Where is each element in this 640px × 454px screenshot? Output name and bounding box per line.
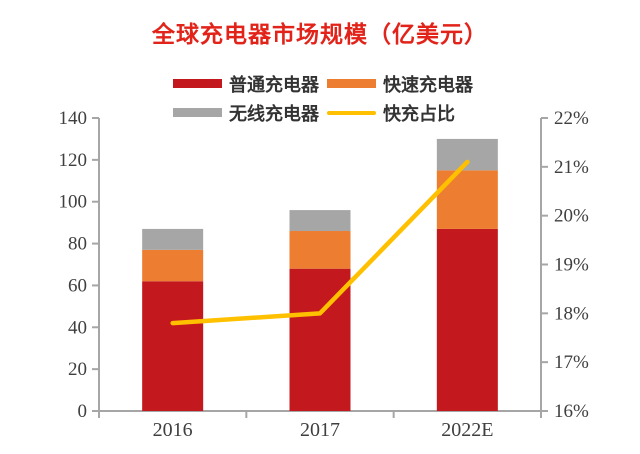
right-axis-tick-label: 17% — [554, 352, 589, 373]
x-axis-category-label-2022E: 2022E — [441, 419, 493, 441]
trend-line-fast-charge-share — [170, 159, 470, 326]
x-axis-category-label-2016: 2016 — [153, 419, 193, 441]
bar-2022E-ordinary-charger — [436, 228, 498, 411]
legend-item-fast-charger: 快速充电器 — [327, 69, 473, 98]
legend-label-wireless-charger: 无线充电器 — [229, 103, 319, 124]
left-axis-tick-label: 120 — [59, 150, 88, 171]
left-axis-tick-label: 80 — [68, 234, 87, 255]
x-axis-category-label-2017: 2017 — [300, 419, 340, 441]
left-axis-tick-label: 0 — [78, 401, 88, 422]
bar-2022E-wireless-charger — [436, 138, 498, 171]
right-axis-tick-label: 18% — [554, 303, 589, 324]
legend-item-ordinary-charger: 普通充电器 — [173, 69, 327, 98]
bar-2016-wireless-charger — [142, 228, 204, 250]
left-axis-tick-label: 100 — [59, 192, 88, 213]
right-axis-tick-label: 22% — [554, 108, 589, 129]
left-axis-tick-label: 40 — [68, 317, 87, 338]
right-axis-tick-label: 21% — [554, 157, 589, 178]
right-axis-tick-label: 19% — [554, 255, 589, 276]
bar-2017-fast-charger — [289, 231, 351, 269]
left-axis-tick-label: 140 — [59, 108, 88, 129]
left-axis-tick-label: 60 — [68, 275, 87, 296]
bar-2017-wireless-charger — [289, 210, 351, 232]
legend-label-fast-charger: 快速充电器 — [383, 74, 473, 95]
bar-2016-ordinary-charger — [142, 281, 204, 411]
chart-title: 全球充电器市场规模（亿美元） — [152, 21, 488, 47]
legend-swatch-ordinary-charger-color-icon — [173, 79, 222, 88]
legend-swatch-fast-charge-share-line-icon — [327, 110, 376, 115]
legend-label-ordinary-charger: 普通充电器 — [229, 74, 319, 95]
right-axis-tick-label: 16% — [554, 401, 589, 422]
legend-swatch-fast-charger-color-icon — [327, 79, 376, 88]
legend-swatch-wireless-charger-color-icon — [173, 108, 222, 117]
legend-item-fast-charge-share: 快充占比 — [327, 98, 473, 127]
legend-label-fast-charge-share: 快充占比 — [383, 103, 455, 124]
bar-2022E-fast-charger — [436, 170, 498, 229]
right-axis-tick-label: 20% — [554, 206, 589, 227]
legend: 普通充电器 快速充电器无线充电器 快充占比 — [173, 69, 473, 127]
bar-2016-fast-charger — [142, 249, 204, 282]
legend-item-wireless-charger: 无线充电器 — [173, 98, 327, 127]
left-axis-tick-label: 20 — [68, 359, 87, 380]
